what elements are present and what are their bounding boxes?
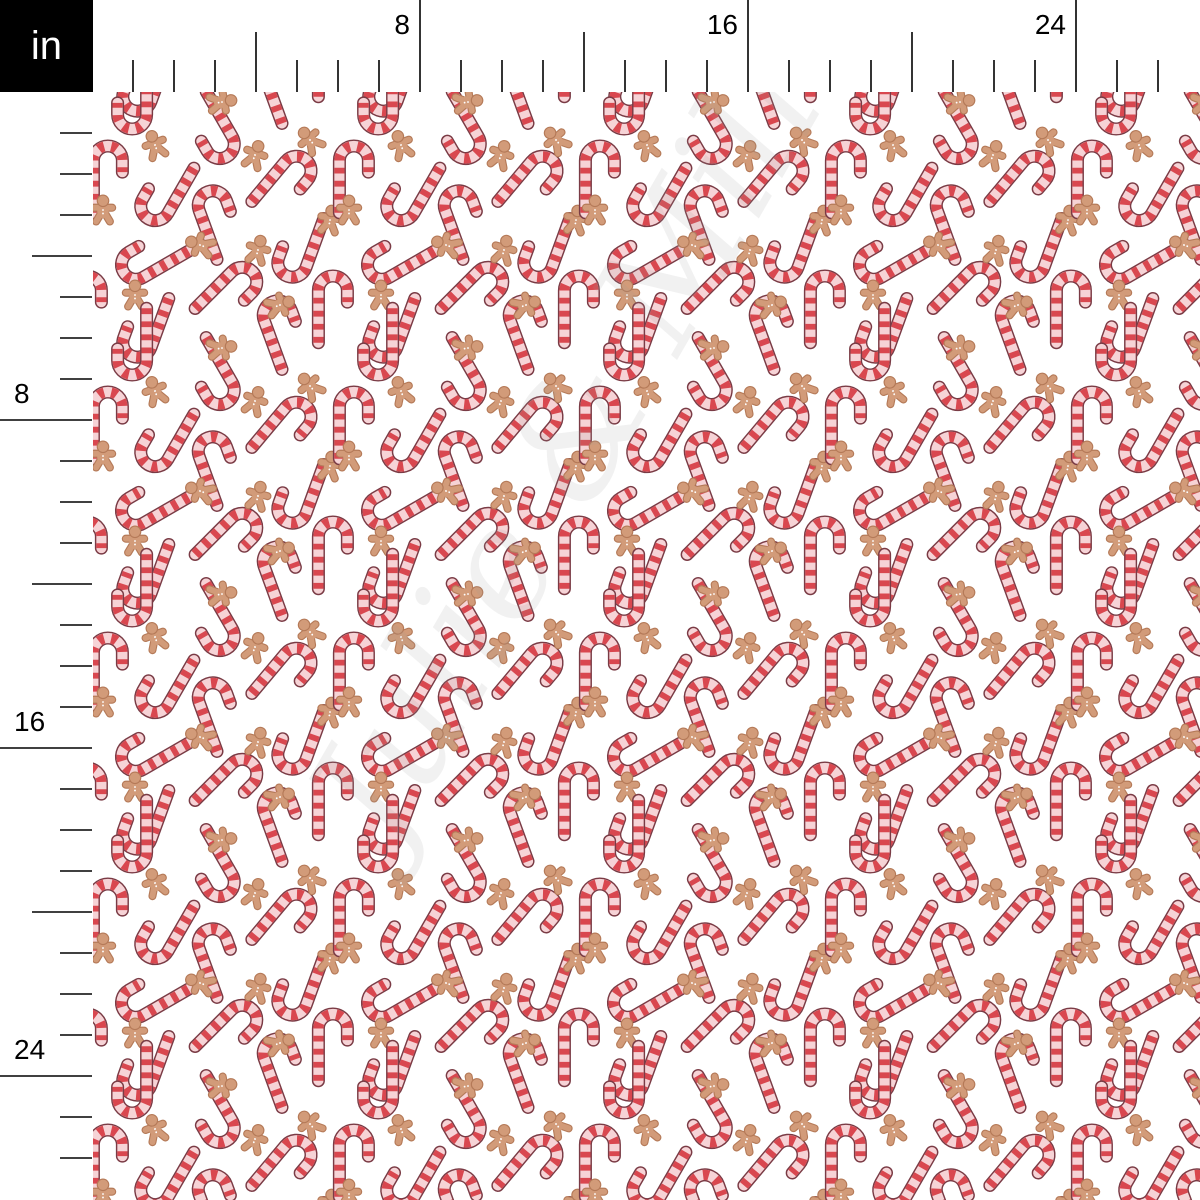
top-ruler: 8 16 24 — [132, 0, 1159, 92]
fabric-print — [93, 92, 1200, 1200]
top-ruler-label: 16 — [707, 9, 738, 40]
left-ruler-label: 8 — [14, 378, 30, 409]
left-ruler-label: 16 — [14, 706, 45, 737]
unit-label: in — [0, 0, 93, 92]
left-ruler-label: 24 — [14, 1034, 45, 1065]
top-ruler-label: 24 — [1035, 9, 1066, 40]
top-ruler-label: 8 — [394, 9, 410, 40]
left-ruler: 8 16 24 — [0, 132, 92, 1159]
fabric-pattern: Julie & Milla — [93, 92, 1200, 1200]
